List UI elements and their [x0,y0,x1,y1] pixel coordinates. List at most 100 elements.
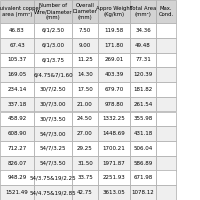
Bar [72,97,98,111]
Bar [72,112,98,126]
Bar [130,97,156,111]
Text: Equivalent copper
area (mm²): Equivalent copper area (mm²) [0,6,41,17]
Text: Number of
Wire/Diameter
(mm): Number of Wire/Diameter (mm) [34,3,72,20]
Bar [34,38,72,52]
Text: 49.48: 49.48 [135,43,151,48]
Text: 169.05: 169.05 [7,72,27,77]
Bar [156,141,176,156]
Text: Appro Weight
(Kg/km): Appro Weight (Kg/km) [96,6,132,17]
Text: 6/1/3.00: 6/1/3.00 [42,43,64,48]
Text: 679.70: 679.70 [104,87,124,92]
Bar [34,52,72,67]
Text: 712.27: 712.27 [7,146,27,151]
Text: 337.18: 337.18 [7,102,27,107]
Text: 67.43: 67.43 [9,43,25,48]
Bar [130,112,156,126]
Bar [0,112,34,126]
Text: 458.92: 458.92 [7,116,27,121]
Bar [130,38,156,52]
Text: 54/3.75&19/2.25: 54/3.75&19/2.25 [30,175,76,180]
Bar [98,23,130,38]
Bar [156,185,176,200]
Text: 42.75: 42.75 [77,190,93,195]
Bar [98,185,130,200]
Bar [72,126,98,141]
Text: 29.25: 29.25 [77,146,93,151]
Bar [156,82,176,97]
Text: 1521.49: 1521.49 [6,190,28,195]
Bar [0,38,34,52]
Bar [156,112,176,126]
Text: 171.80: 171.80 [104,43,124,48]
Bar [130,67,156,82]
Bar [0,97,34,111]
Bar [72,156,98,170]
Text: 46.83: 46.83 [9,28,25,33]
Bar [98,0,130,23]
Text: 269.01: 269.01 [104,57,124,62]
Bar [34,170,72,185]
Bar [156,52,176,67]
Bar [0,23,34,38]
Bar [34,23,72,38]
Text: 7.50: 7.50 [79,28,91,33]
Text: Max.
Cond.: Max. Cond. [158,6,174,17]
Bar [34,185,72,200]
Text: 234.14: 234.14 [7,87,27,92]
Bar [130,141,156,156]
Bar [34,141,72,156]
Bar [98,141,130,156]
Bar [130,185,156,200]
Bar [72,185,98,200]
Bar [0,126,34,141]
Text: 24.50: 24.50 [77,116,93,121]
Bar [72,52,98,67]
Text: 1971.87: 1971.87 [103,161,125,166]
Bar [156,23,176,38]
Bar [34,97,72,111]
Bar [34,156,72,170]
Text: 403.39: 403.39 [104,72,124,77]
Bar [156,97,176,111]
Bar [156,67,176,82]
Bar [0,170,34,185]
Text: 6/1/2.50: 6/1/2.50 [42,28,64,33]
Text: 54/7/3.25: 54/7/3.25 [40,146,66,151]
Bar [0,141,34,156]
Text: 431.18: 431.18 [133,131,153,136]
Bar [34,82,72,97]
Bar [130,23,156,38]
Bar [98,112,130,126]
Bar [98,67,130,82]
Bar [130,82,156,97]
Bar [156,38,176,52]
Bar [130,0,156,23]
Text: 105.37: 105.37 [7,57,27,62]
Bar [0,185,34,200]
Bar [34,0,72,23]
Text: 33.75: 33.75 [77,175,93,180]
Bar [98,126,130,141]
Text: 14.30: 14.30 [77,72,93,77]
Text: 181.82: 181.82 [133,87,153,92]
Text: 21.00: 21.00 [77,102,93,107]
Bar [0,0,34,23]
Text: 54/7/3.00: 54/7/3.00 [40,131,66,136]
Bar [156,170,176,185]
Text: 54/7/3.50: 54/7/3.50 [40,161,66,166]
Bar [0,82,34,97]
Text: 30/7/3.50: 30/7/3.50 [40,116,66,121]
Text: 506.04: 506.04 [133,146,153,151]
Text: Total Area
(mm²): Total Area (mm²) [130,6,156,17]
Text: 6/4.75&7/1.60: 6/4.75&7/1.60 [33,72,73,77]
Bar [72,38,98,52]
Bar [98,82,130,97]
Bar [98,38,130,52]
Text: Overall
Diameter
(mm): Overall Diameter (mm) [73,3,97,20]
Bar [72,141,98,156]
Bar [156,156,176,170]
Bar [130,52,156,67]
Text: 671.98: 671.98 [133,175,153,180]
Text: 978.80: 978.80 [104,102,124,107]
Bar [72,82,98,97]
